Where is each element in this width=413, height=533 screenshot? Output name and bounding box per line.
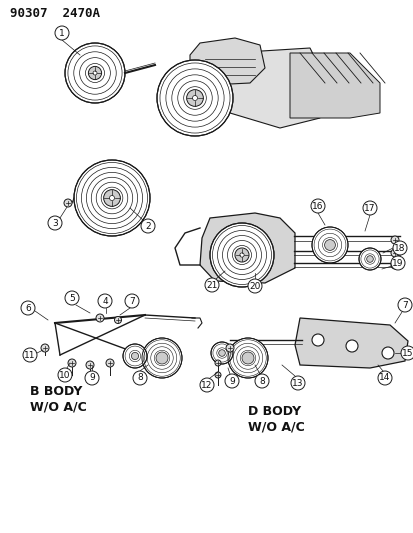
Circle shape xyxy=(85,371,99,385)
Text: 12: 12 xyxy=(201,381,212,390)
Circle shape xyxy=(58,368,72,382)
Text: 9: 9 xyxy=(228,376,234,385)
Circle shape xyxy=(109,196,114,200)
Circle shape xyxy=(224,374,238,388)
Circle shape xyxy=(362,201,376,215)
Text: 14: 14 xyxy=(378,374,390,383)
Circle shape xyxy=(96,314,104,322)
Text: 20: 20 xyxy=(249,281,260,290)
Text: 11: 11 xyxy=(24,351,36,359)
Circle shape xyxy=(366,256,373,262)
Circle shape xyxy=(235,248,249,262)
Text: 5: 5 xyxy=(69,294,75,303)
Circle shape xyxy=(247,279,261,293)
Circle shape xyxy=(311,334,323,346)
Circle shape xyxy=(381,347,393,359)
Text: 15: 15 xyxy=(401,349,413,358)
Text: D BODY
W/O A/C: D BODY W/O A/C xyxy=(247,405,304,433)
Text: 8: 8 xyxy=(137,374,142,383)
Circle shape xyxy=(21,301,35,315)
Circle shape xyxy=(390,236,398,244)
Circle shape xyxy=(74,160,150,236)
Circle shape xyxy=(65,43,125,103)
Circle shape xyxy=(377,371,391,385)
Circle shape xyxy=(123,344,147,368)
Circle shape xyxy=(186,90,203,107)
Circle shape xyxy=(64,199,72,207)
Circle shape xyxy=(228,338,267,378)
Circle shape xyxy=(142,338,182,378)
Circle shape xyxy=(254,374,268,388)
Circle shape xyxy=(133,371,147,385)
Circle shape xyxy=(41,344,49,352)
Circle shape xyxy=(141,219,154,233)
Circle shape xyxy=(199,378,214,392)
Text: 18: 18 xyxy=(393,244,405,253)
Circle shape xyxy=(93,71,97,75)
Circle shape xyxy=(55,26,69,40)
Text: 21: 21 xyxy=(206,280,217,289)
Polygon shape xyxy=(190,38,264,85)
Circle shape xyxy=(390,249,398,257)
Circle shape xyxy=(311,227,347,263)
Text: 1: 1 xyxy=(59,28,65,37)
Text: 2: 2 xyxy=(145,222,150,230)
Circle shape xyxy=(131,352,138,360)
Circle shape xyxy=(23,348,37,362)
Circle shape xyxy=(242,352,254,364)
Circle shape xyxy=(211,342,233,364)
Circle shape xyxy=(400,346,413,360)
Text: 19: 19 xyxy=(391,259,403,268)
Circle shape xyxy=(86,361,94,369)
Circle shape xyxy=(239,253,244,257)
Circle shape xyxy=(103,190,120,206)
Text: 90307  2470A: 90307 2470A xyxy=(10,7,100,20)
Circle shape xyxy=(358,248,380,270)
Text: 6: 6 xyxy=(25,303,31,312)
Text: B BODY
W/O A/C: B BODY W/O A/C xyxy=(30,385,87,413)
Circle shape xyxy=(214,360,221,366)
Polygon shape xyxy=(230,48,319,128)
Circle shape xyxy=(392,241,406,255)
Circle shape xyxy=(225,344,233,352)
Circle shape xyxy=(345,340,357,352)
Circle shape xyxy=(324,240,335,251)
Circle shape xyxy=(204,278,218,292)
Circle shape xyxy=(106,359,114,367)
Circle shape xyxy=(390,256,404,270)
Circle shape xyxy=(310,199,324,213)
Text: 7: 7 xyxy=(401,301,407,310)
Text: 9: 9 xyxy=(89,374,95,383)
Circle shape xyxy=(192,95,197,101)
Circle shape xyxy=(114,317,121,324)
Circle shape xyxy=(390,261,398,269)
Text: 10: 10 xyxy=(59,370,71,379)
Text: 16: 16 xyxy=(311,201,323,211)
Circle shape xyxy=(290,376,304,390)
Polygon shape xyxy=(199,213,294,283)
Text: 3: 3 xyxy=(52,219,58,228)
Circle shape xyxy=(209,223,273,287)
Text: 13: 13 xyxy=(292,378,303,387)
Circle shape xyxy=(65,291,79,305)
Circle shape xyxy=(157,60,233,136)
Circle shape xyxy=(98,294,112,308)
Circle shape xyxy=(218,350,225,356)
Polygon shape xyxy=(294,318,407,368)
Circle shape xyxy=(397,298,411,312)
Polygon shape xyxy=(289,53,379,118)
Text: 17: 17 xyxy=(363,204,375,213)
Circle shape xyxy=(125,294,139,308)
Circle shape xyxy=(48,216,62,230)
Text: 8: 8 xyxy=(259,376,264,385)
Circle shape xyxy=(156,352,168,364)
Circle shape xyxy=(68,359,76,367)
Circle shape xyxy=(214,372,221,378)
Text: 4: 4 xyxy=(102,296,107,305)
Circle shape xyxy=(88,67,101,79)
Text: 7: 7 xyxy=(129,296,135,305)
